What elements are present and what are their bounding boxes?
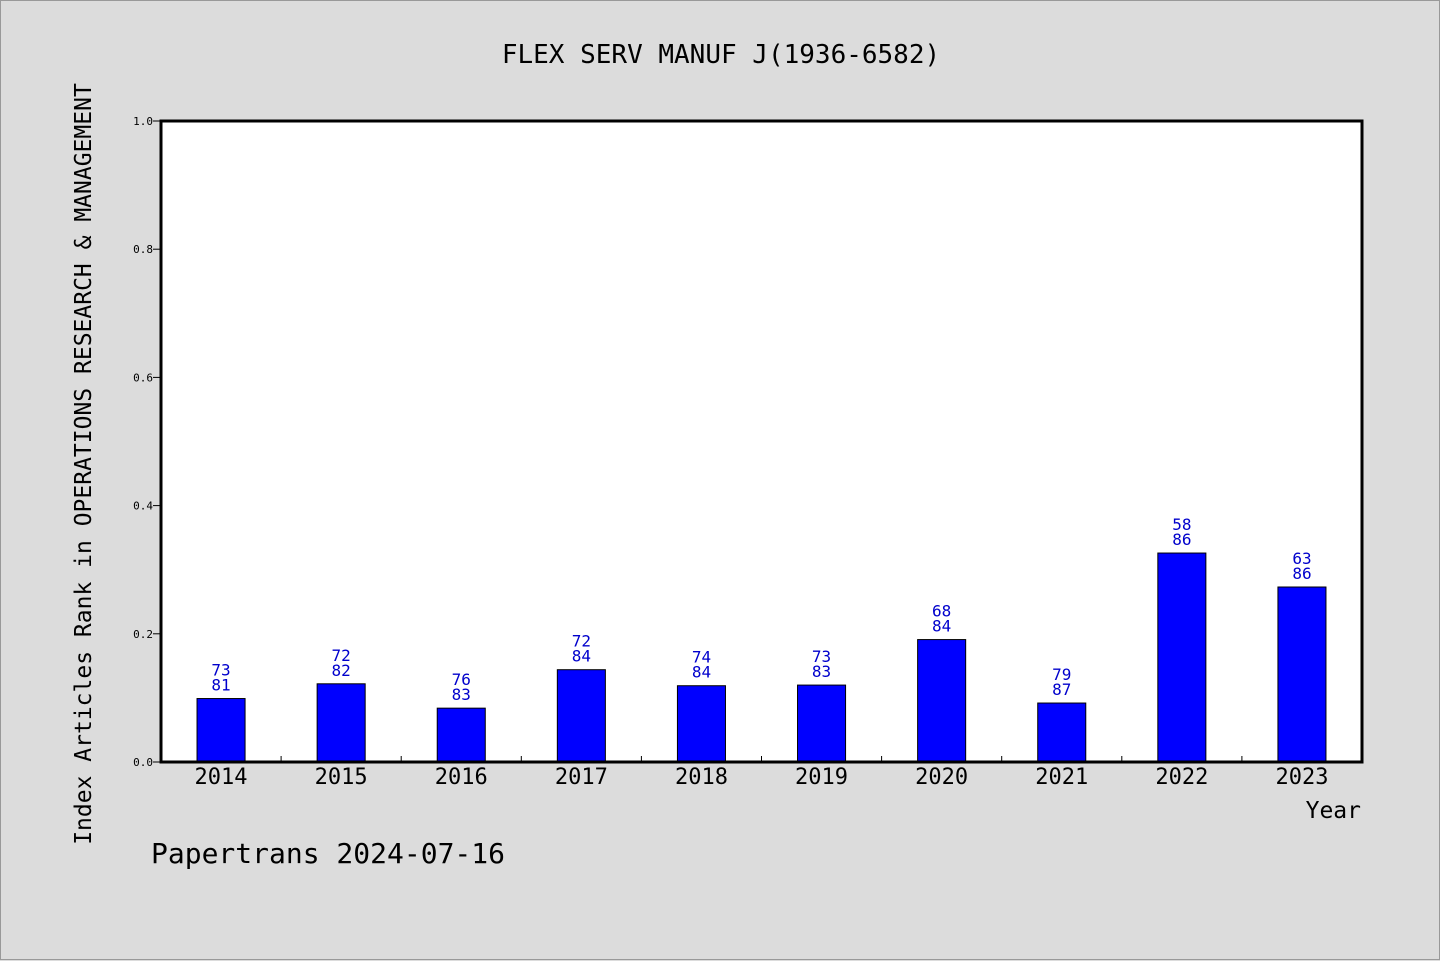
bar-label-bottom: 87 bbox=[1052, 680, 1071, 699]
footer-credit: Papertrans 2024-07-16 bbox=[151, 837, 505, 870]
x-tick-label: 2015 bbox=[315, 765, 368, 790]
x-tick-label: 2019 bbox=[795, 765, 848, 790]
bar-label-top: 73 bbox=[211, 661, 230, 680]
bar-label-bottom: 84 bbox=[692, 663, 711, 682]
y-tick-label: 0.0 bbox=[133, 756, 153, 769]
bar-label-bottom: 84 bbox=[932, 617, 951, 636]
x-tick-label: 2017 bbox=[555, 765, 608, 790]
bar-2015 bbox=[316, 683, 366, 763]
x-tick-label: 2020 bbox=[915, 765, 968, 790]
bar-2018 bbox=[676, 685, 726, 763]
x-tick-label: 2022 bbox=[1155, 765, 1208, 790]
bar-label-bottom: 83 bbox=[452, 685, 471, 704]
x-tick-label: 2016 bbox=[435, 765, 488, 790]
plot-border bbox=[159, 119, 1364, 764]
bar-label-top: 68 bbox=[932, 602, 951, 621]
chart-marks: 0.00.20.40.60.81.07381201472822015768320… bbox=[133, 115, 1328, 790]
bar-label-bottom: 84 bbox=[572, 647, 591, 666]
bar-label-top: 58 bbox=[1172, 515, 1191, 534]
bar-label-top: 79 bbox=[1052, 665, 1071, 684]
x-axis-title: Year bbox=[1306, 798, 1361, 824]
bar-2014 bbox=[196, 698, 246, 763]
x-tick-label: 2018 bbox=[675, 765, 728, 790]
bar-2017 bbox=[556, 669, 606, 763]
bar-label-top: 72 bbox=[332, 646, 351, 665]
chart-title: FLEX SERV MANUF J(1936-6582) bbox=[502, 40, 940, 70]
bar-label-top: 63 bbox=[1292, 549, 1311, 568]
bar-label-top: 73 bbox=[812, 647, 831, 666]
bar-label-bottom: 86 bbox=[1172, 530, 1191, 549]
x-tick-label: 2023 bbox=[1275, 765, 1328, 790]
bar-2022 bbox=[1157, 552, 1207, 763]
bar-label-top: 72 bbox=[572, 632, 591, 651]
bar-2021 bbox=[1037, 702, 1087, 763]
bar-label-bottom: 81 bbox=[211, 676, 230, 695]
x-tick-label: 2014 bbox=[195, 765, 248, 790]
bar-label-bottom: 82 bbox=[332, 661, 351, 680]
bar-2019 bbox=[797, 684, 847, 763]
bar-2016 bbox=[436, 707, 486, 763]
y-axis-title: Index Articles Rank in OPERATIONS RESEAR… bbox=[71, 83, 97, 845]
y-tick-label: 0.6 bbox=[133, 371, 153, 384]
x-tick-label: 2021 bbox=[1035, 765, 1088, 790]
y-tick-label: 0.4 bbox=[133, 500, 153, 513]
y-tick-label: 1.0 bbox=[133, 115, 153, 128]
y-tick-label: 0.2 bbox=[133, 628, 153, 641]
bar-label-top: 76 bbox=[452, 670, 471, 689]
bar-label-bottom: 86 bbox=[1292, 564, 1311, 583]
bar-label-top: 74 bbox=[692, 648, 711, 667]
y-tick-label: 0.8 bbox=[133, 243, 153, 256]
bar-label-bottom: 83 bbox=[812, 662, 831, 681]
bar-2020 bbox=[917, 639, 967, 763]
bar-2023 bbox=[1277, 586, 1327, 763]
